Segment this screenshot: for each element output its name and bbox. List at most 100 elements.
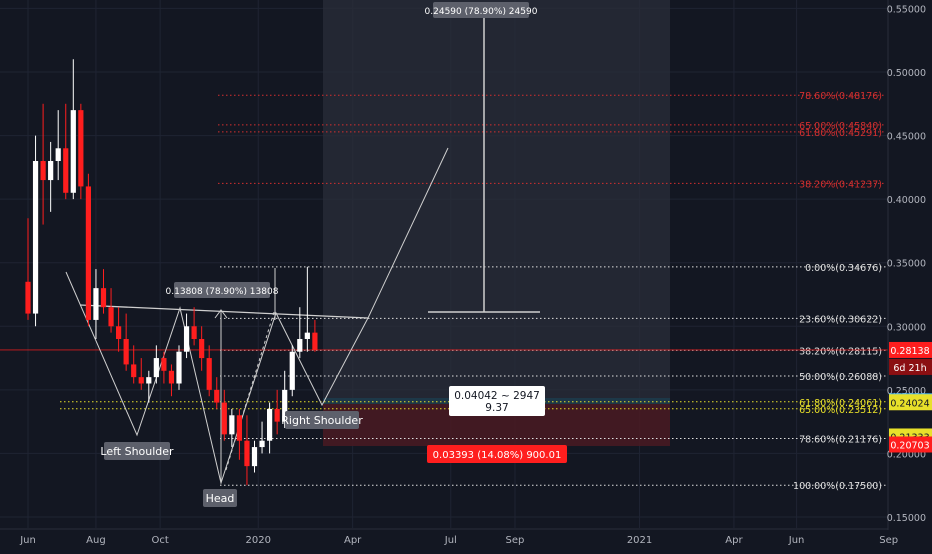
price-tag-bg xyxy=(889,341,932,358)
time-tick-label: Sep xyxy=(879,535,898,546)
loss-measure-label: 0.03393 (14.08%) 900.01 xyxy=(427,445,567,463)
price-tag-bg xyxy=(889,394,932,411)
time-tick-label: Aug xyxy=(86,535,106,546)
risk-reward-box-bg xyxy=(449,386,545,416)
candle-body xyxy=(289,351,295,390)
candle-body xyxy=(116,326,122,339)
depth-measure-label-text: 0.13808 (78.90%) 13808 xyxy=(166,287,279,297)
candle-body xyxy=(312,332,318,350)
candle-body xyxy=(161,358,167,371)
candle-body xyxy=(48,161,54,181)
risk-reward-line2: 9.37 xyxy=(485,402,508,414)
candle-body xyxy=(236,415,242,441)
right-shoulder-label-text: Right Shoulder xyxy=(281,414,363,427)
depth-measure-label-box xyxy=(174,282,270,298)
price-tick-label: 0.15000 xyxy=(887,513,926,524)
head-label-box xyxy=(203,489,237,507)
candle-body xyxy=(131,364,137,378)
candle-body xyxy=(282,389,288,422)
candlesticks xyxy=(25,59,318,486)
time-tick-label: 2020 xyxy=(246,535,271,546)
price-tick-label: 0.30000 xyxy=(887,322,926,333)
fib-level-label: 23.60%(0.30622) xyxy=(799,314,882,325)
candle-body xyxy=(93,288,99,320)
candle-body xyxy=(267,408,273,441)
left-shoulder-label-box xyxy=(104,442,170,460)
loss-measure-label-text: 0.03393 (14.08%) 900.01 xyxy=(433,450,562,461)
neckline xyxy=(79,304,369,319)
fib-level-label: 65.00%(0.45840) xyxy=(799,121,882,132)
price-axis-bg xyxy=(888,0,932,550)
fib-level-label: 100.00%(0.17500) xyxy=(793,481,882,492)
head-label: Head xyxy=(203,489,237,507)
time-tick-label: 2021 xyxy=(627,535,652,546)
left-shoulder-label-text: Left Shoulder xyxy=(100,445,174,458)
shaded-zones xyxy=(323,0,670,446)
candle-body xyxy=(176,351,182,384)
price-axis[interactable]: 0.15000 0.20000 0.25000 0.30000 0.35000 0.400… xyxy=(887,0,932,550)
time-tick-label: Sep xyxy=(506,535,525,546)
price-tag: 0.20703 xyxy=(889,436,932,453)
candle-body xyxy=(123,339,129,365)
depth-measure-label: 0.13808 (78.90%) 13808 xyxy=(166,282,279,298)
candle-body xyxy=(274,408,280,422)
candle-body xyxy=(78,110,84,187)
countdown-tag-bg xyxy=(889,358,932,375)
price-tick-label: 0.40000 xyxy=(887,195,926,206)
fib-level-label: 61.80%(0.24061) xyxy=(799,398,882,409)
candle-body xyxy=(40,161,46,181)
price-tick-label: 0.35000 xyxy=(887,259,926,270)
candle-body xyxy=(191,326,197,339)
candle-body xyxy=(146,377,152,384)
candle-body xyxy=(214,389,220,403)
pattern-zigzag xyxy=(65,147,449,485)
fib-level-label: 50.00%(0.26088) xyxy=(799,372,882,383)
fib-level-label: 78.60%(0.21176) xyxy=(799,434,882,445)
target-measure-label: 0.24590 (78.90%) 24590 xyxy=(425,2,538,18)
candle-body xyxy=(63,148,69,193)
projection-zone xyxy=(323,0,670,403)
fib-level-label: 78.60%(0.48176) xyxy=(799,91,882,102)
price-tag-text: 0.28138 xyxy=(890,346,929,357)
arrow-up-icon xyxy=(214,309,228,319)
candle-body xyxy=(32,161,39,314)
countdown-tag-text: 6d 21h xyxy=(893,363,926,374)
candle-body xyxy=(168,370,175,384)
left-shoulder-label: Left Shoulder xyxy=(100,442,174,460)
time-tick-label: Jul xyxy=(444,535,457,546)
fib-level-label: 61.80%(0.45291) xyxy=(799,128,882,139)
fib-level-label: 65.00%(0.23512) xyxy=(799,405,882,416)
candle-body xyxy=(183,326,190,352)
candle-body xyxy=(199,339,205,359)
time-tick-label: Jun xyxy=(788,535,805,546)
price-tick-label: 0.20000 xyxy=(887,449,926,460)
time-tick-label: Oct xyxy=(151,535,168,546)
price-tag-text: 0.24024 xyxy=(890,398,929,409)
price-tick-label: 0.25000 xyxy=(887,386,926,397)
candle-body xyxy=(206,358,212,390)
candle-body xyxy=(244,440,250,467)
candle-body xyxy=(229,415,235,435)
candle-body xyxy=(100,288,107,308)
candle-body xyxy=(25,281,31,314)
loss-measure-label-box xyxy=(427,445,567,463)
time-axis[interactable]: Jun Aug Oct 2020 Apr Jul Sep 2021 Apr Jun Sep xyxy=(0,528,932,550)
candle-body xyxy=(138,377,144,384)
candle-body xyxy=(304,332,310,339)
price-tag-bg xyxy=(889,436,932,453)
fib-level-label: 38.20%(0.41237) xyxy=(799,179,882,190)
price-tick-label: 0.50000 xyxy=(887,68,926,79)
candle-body xyxy=(251,447,258,467)
price-tag: 0.24024 xyxy=(889,394,932,411)
candle-body xyxy=(221,402,227,435)
target-measure-label-text: 0.24590 (78.90%) 24590 xyxy=(425,7,538,17)
right-shoulder-label-box xyxy=(285,411,359,429)
head-label-text: Head xyxy=(206,492,235,505)
right-shoulder-label: Right Shoulder xyxy=(281,411,363,429)
candle-body xyxy=(108,307,114,327)
candle-body xyxy=(55,148,61,161)
annotations: Left Shoulder Head Right Shoulder 0.13808 (… xyxy=(100,2,567,507)
time-tick-label: Apr xyxy=(344,535,362,546)
